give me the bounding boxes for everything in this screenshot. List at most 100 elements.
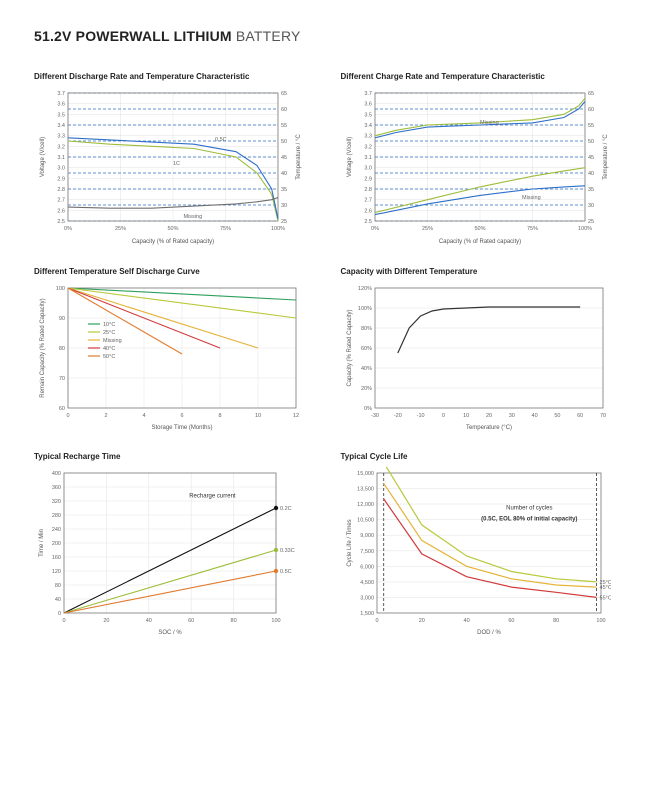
svg-text:2.7: 2.7 xyxy=(364,198,372,204)
svg-text:3.7: 3.7 xyxy=(364,91,372,97)
svg-text:Missing: Missing xyxy=(522,195,541,201)
chart5-title: Typical Recharge Time xyxy=(34,452,315,461)
chart6-svg: 1,5003,0004,5006,0007,5009,00010,50012,0… xyxy=(341,467,611,637)
svg-text:20: 20 xyxy=(485,413,491,419)
svg-text:35: 35 xyxy=(588,187,594,193)
svg-text:3.4: 3.4 xyxy=(57,123,65,129)
svg-text:0.5C: 0.5C xyxy=(280,569,292,575)
svg-text:3.6: 3.6 xyxy=(364,102,372,108)
chart3-title: Different Temperature Self Discharge Cur… xyxy=(34,267,315,276)
svg-text:280: 280 xyxy=(52,513,61,519)
title-light: BATTERY xyxy=(232,28,301,44)
svg-text:Cycle Life / Times: Cycle Life / Times xyxy=(347,519,353,566)
svg-text:Storage Time (Months): Storage Time (Months) xyxy=(151,425,212,431)
svg-text:3.0: 3.0 xyxy=(57,166,65,172)
svg-text:0.33C: 0.33C xyxy=(280,548,295,554)
svg-text:10°C: 10°C xyxy=(103,322,115,328)
svg-text:60: 60 xyxy=(188,618,194,624)
svg-text:0: 0 xyxy=(62,618,65,624)
svg-text:3.3: 3.3 xyxy=(364,134,372,140)
chart4-svg: 0%20%40%60%80%100%120%-30-20-10010203040… xyxy=(341,282,611,432)
svg-text:2.6: 2.6 xyxy=(364,208,372,214)
svg-text:60: 60 xyxy=(508,618,514,624)
svg-text:50%: 50% xyxy=(167,226,178,232)
svg-text:DOD / %: DOD / % xyxy=(477,630,501,636)
svg-text:0%: 0% xyxy=(364,406,372,412)
svg-text:40%: 40% xyxy=(360,366,371,372)
svg-text:80: 80 xyxy=(59,346,65,352)
svg-text:3.7: 3.7 xyxy=(57,91,65,97)
svg-text:200: 200 xyxy=(52,541,61,547)
svg-text:0: 0 xyxy=(375,618,378,624)
svg-text:60: 60 xyxy=(577,413,583,419)
svg-text:3.6: 3.6 xyxy=(57,102,65,108)
svg-text:70: 70 xyxy=(599,413,605,419)
svg-text:Capacity (% Rated Capacity): Capacity (% Rated Capacity) xyxy=(347,309,353,386)
svg-text:40: 40 xyxy=(146,618,152,624)
svg-text:40: 40 xyxy=(531,413,537,419)
svg-text:25°C: 25°C xyxy=(103,330,115,336)
svg-text:0.2C: 0.2C xyxy=(280,506,292,512)
svg-text:3.0: 3.0 xyxy=(364,166,372,172)
svg-text:3.4: 3.4 xyxy=(364,123,372,129)
svg-text:20%: 20% xyxy=(360,386,371,392)
svg-text:80%: 80% xyxy=(360,326,371,332)
chart4-title: Capacity with Different Temperature xyxy=(341,267,622,276)
svg-text:Missing: Missing xyxy=(103,338,122,344)
svg-text:2.7: 2.7 xyxy=(57,198,65,204)
svg-text:1C: 1C xyxy=(173,161,180,167)
svg-text:75%: 75% xyxy=(526,226,537,232)
svg-text:0: 0 xyxy=(66,413,69,419)
svg-text:120%: 120% xyxy=(357,286,371,292)
svg-text:90: 90 xyxy=(59,316,65,322)
svg-text:100%: 100% xyxy=(577,226,591,232)
svg-text:120: 120 xyxy=(52,569,61,575)
svg-text:3.2: 3.2 xyxy=(57,144,65,150)
svg-text:50: 50 xyxy=(554,413,560,419)
svg-text:2.5: 2.5 xyxy=(57,219,65,225)
svg-text:10,500: 10,500 xyxy=(357,518,374,524)
svg-text:Temperature / °C: Temperature / °C xyxy=(603,134,609,180)
svg-text:Temperature / °C: Temperature / °C xyxy=(296,134,302,180)
svg-text:0%: 0% xyxy=(371,226,379,232)
svg-text:40: 40 xyxy=(588,171,594,177)
svg-text:60: 60 xyxy=(59,406,65,412)
svg-text:35: 35 xyxy=(281,187,287,193)
svg-text:240: 240 xyxy=(52,527,61,533)
chart-grid: Different Discharge Rate and Temperature… xyxy=(34,72,621,637)
svg-text:25%: 25% xyxy=(115,226,126,232)
svg-text:Temperature (°C): Temperature (°C) xyxy=(465,425,511,431)
svg-text:-30: -30 xyxy=(371,413,379,419)
svg-text:100%: 100% xyxy=(357,306,371,312)
panel-cyclelife: Typical Cycle Life 1,5003,0004,5006,0007… xyxy=(341,452,622,637)
svg-text:0%: 0% xyxy=(64,226,72,232)
svg-text:100: 100 xyxy=(271,618,280,624)
svg-text:6,000: 6,000 xyxy=(360,564,374,570)
svg-text:3,000: 3,000 xyxy=(360,595,374,601)
svg-text:55°C: 55°C xyxy=(599,595,610,601)
svg-text:100: 100 xyxy=(596,618,605,624)
svg-text:400: 400 xyxy=(52,471,61,477)
panel-discharge: Different Discharge Rate and Temperature… xyxy=(34,72,315,247)
chart2-title: Different Charge Rate and Temperature Ch… xyxy=(341,72,622,81)
svg-text:2: 2 xyxy=(104,413,107,419)
chart1-svg: 2.52.62.72.82.93.03.13.23.33.43.53.63.70… xyxy=(34,87,304,247)
page-title: 51.2V POWERWALL LITHIUM BATTERY xyxy=(34,28,621,44)
svg-text:50: 50 xyxy=(281,139,287,145)
svg-text:3.1: 3.1 xyxy=(364,155,372,161)
svg-text:4: 4 xyxy=(142,413,145,419)
svg-text:2.8: 2.8 xyxy=(57,187,65,193)
svg-text:40: 40 xyxy=(281,171,287,177)
svg-text:Remain Capacity (% Rated Capac: Remain Capacity (% Rated Capacity) xyxy=(40,298,46,397)
svg-text:0: 0 xyxy=(441,413,444,419)
svg-text:40: 40 xyxy=(55,597,61,603)
svg-text:0: 0 xyxy=(58,611,61,617)
svg-text:45°C: 45°C xyxy=(599,585,610,591)
svg-text:0.5C: 0.5C xyxy=(215,137,227,143)
svg-text:30: 30 xyxy=(281,203,287,209)
svg-text:3.2: 3.2 xyxy=(364,144,372,150)
page: 51.2V POWERWALL LITHIUM BATTERY Differen… xyxy=(0,0,655,795)
svg-text:40: 40 xyxy=(463,618,469,624)
svg-text:50: 50 xyxy=(588,139,594,145)
svg-text:55: 55 xyxy=(281,123,287,129)
